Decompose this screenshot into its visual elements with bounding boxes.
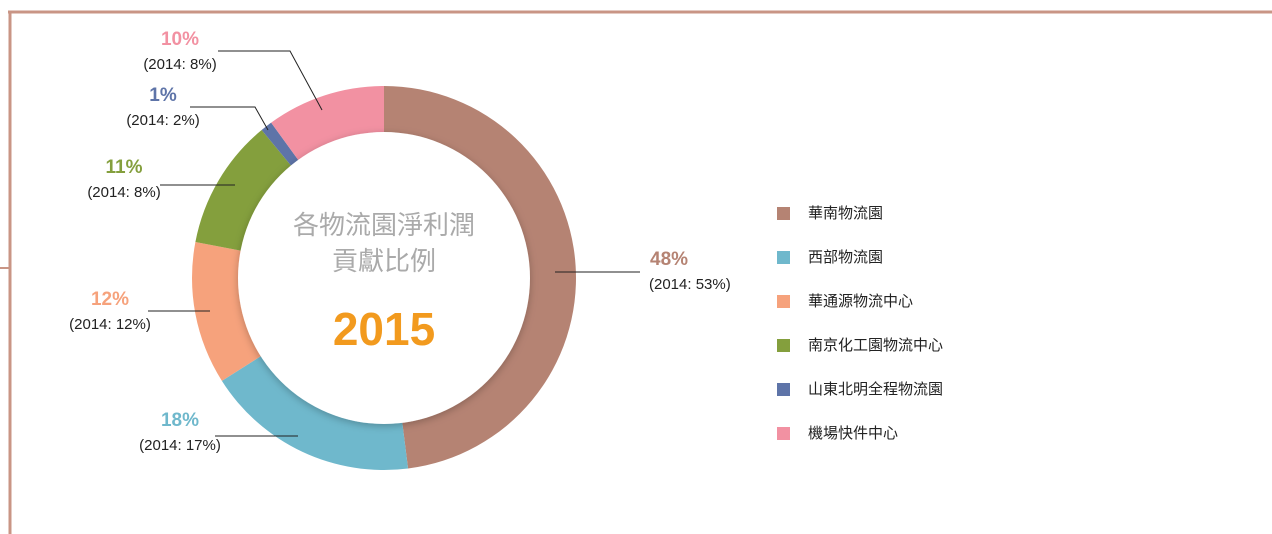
legend-swatch bbox=[777, 295, 790, 308]
legend-label: 華南物流園 bbox=[808, 205, 883, 222]
leader-line bbox=[190, 106, 269, 131]
leader-line bbox=[218, 50, 323, 111]
center-year: 2015 bbox=[333, 303, 435, 355]
donut-hole bbox=[238, 132, 530, 424]
prior-label: (2014: 8%) bbox=[87, 184, 160, 201]
legend-swatch bbox=[777, 427, 790, 440]
legend-swatch bbox=[777, 251, 790, 264]
prior-label: (2014: 53%) bbox=[649, 276, 731, 293]
center-title: 各物流園淨利潤 bbox=[293, 210, 475, 240]
legend-label: 華通源物流中心 bbox=[808, 293, 913, 310]
prior-label: (2014: 2%) bbox=[126, 112, 199, 129]
donut-segment bbox=[271, 86, 384, 165]
value-label: 48% bbox=[650, 249, 688, 270]
donut-segment bbox=[261, 122, 302, 171]
prior-label: (2014: 8%) bbox=[143, 56, 216, 73]
legend-label: 機場快件中心 bbox=[808, 425, 898, 442]
donut-segment bbox=[195, 130, 295, 252]
donut bbox=[192, 86, 577, 470]
donut-segment bbox=[221, 353, 409, 470]
donut-segment bbox=[192, 242, 266, 381]
legend-swatch bbox=[777, 339, 790, 352]
legend-label: 山東北明全程物流園 bbox=[808, 380, 943, 398]
center-title: 貢獻比例 bbox=[332, 246, 436, 276]
legend-label: 西部物流園 bbox=[808, 249, 883, 266]
value-label: 10% bbox=[161, 29, 199, 50]
legend-label: 南京化工園物流中心 bbox=[808, 337, 943, 354]
prior-label: (2014: 17%) bbox=[139, 437, 221, 454]
value-label: 18% bbox=[161, 410, 199, 431]
value-label: 12% bbox=[91, 289, 129, 310]
legend-swatch bbox=[777, 383, 790, 396]
value-label: 11% bbox=[106, 157, 143, 178]
legend-swatch bbox=[777, 207, 790, 220]
donut-segment bbox=[384, 86, 577, 469]
value-label: 1% bbox=[149, 85, 177, 106]
prior-label: (2014: 12%) bbox=[69, 316, 151, 333]
